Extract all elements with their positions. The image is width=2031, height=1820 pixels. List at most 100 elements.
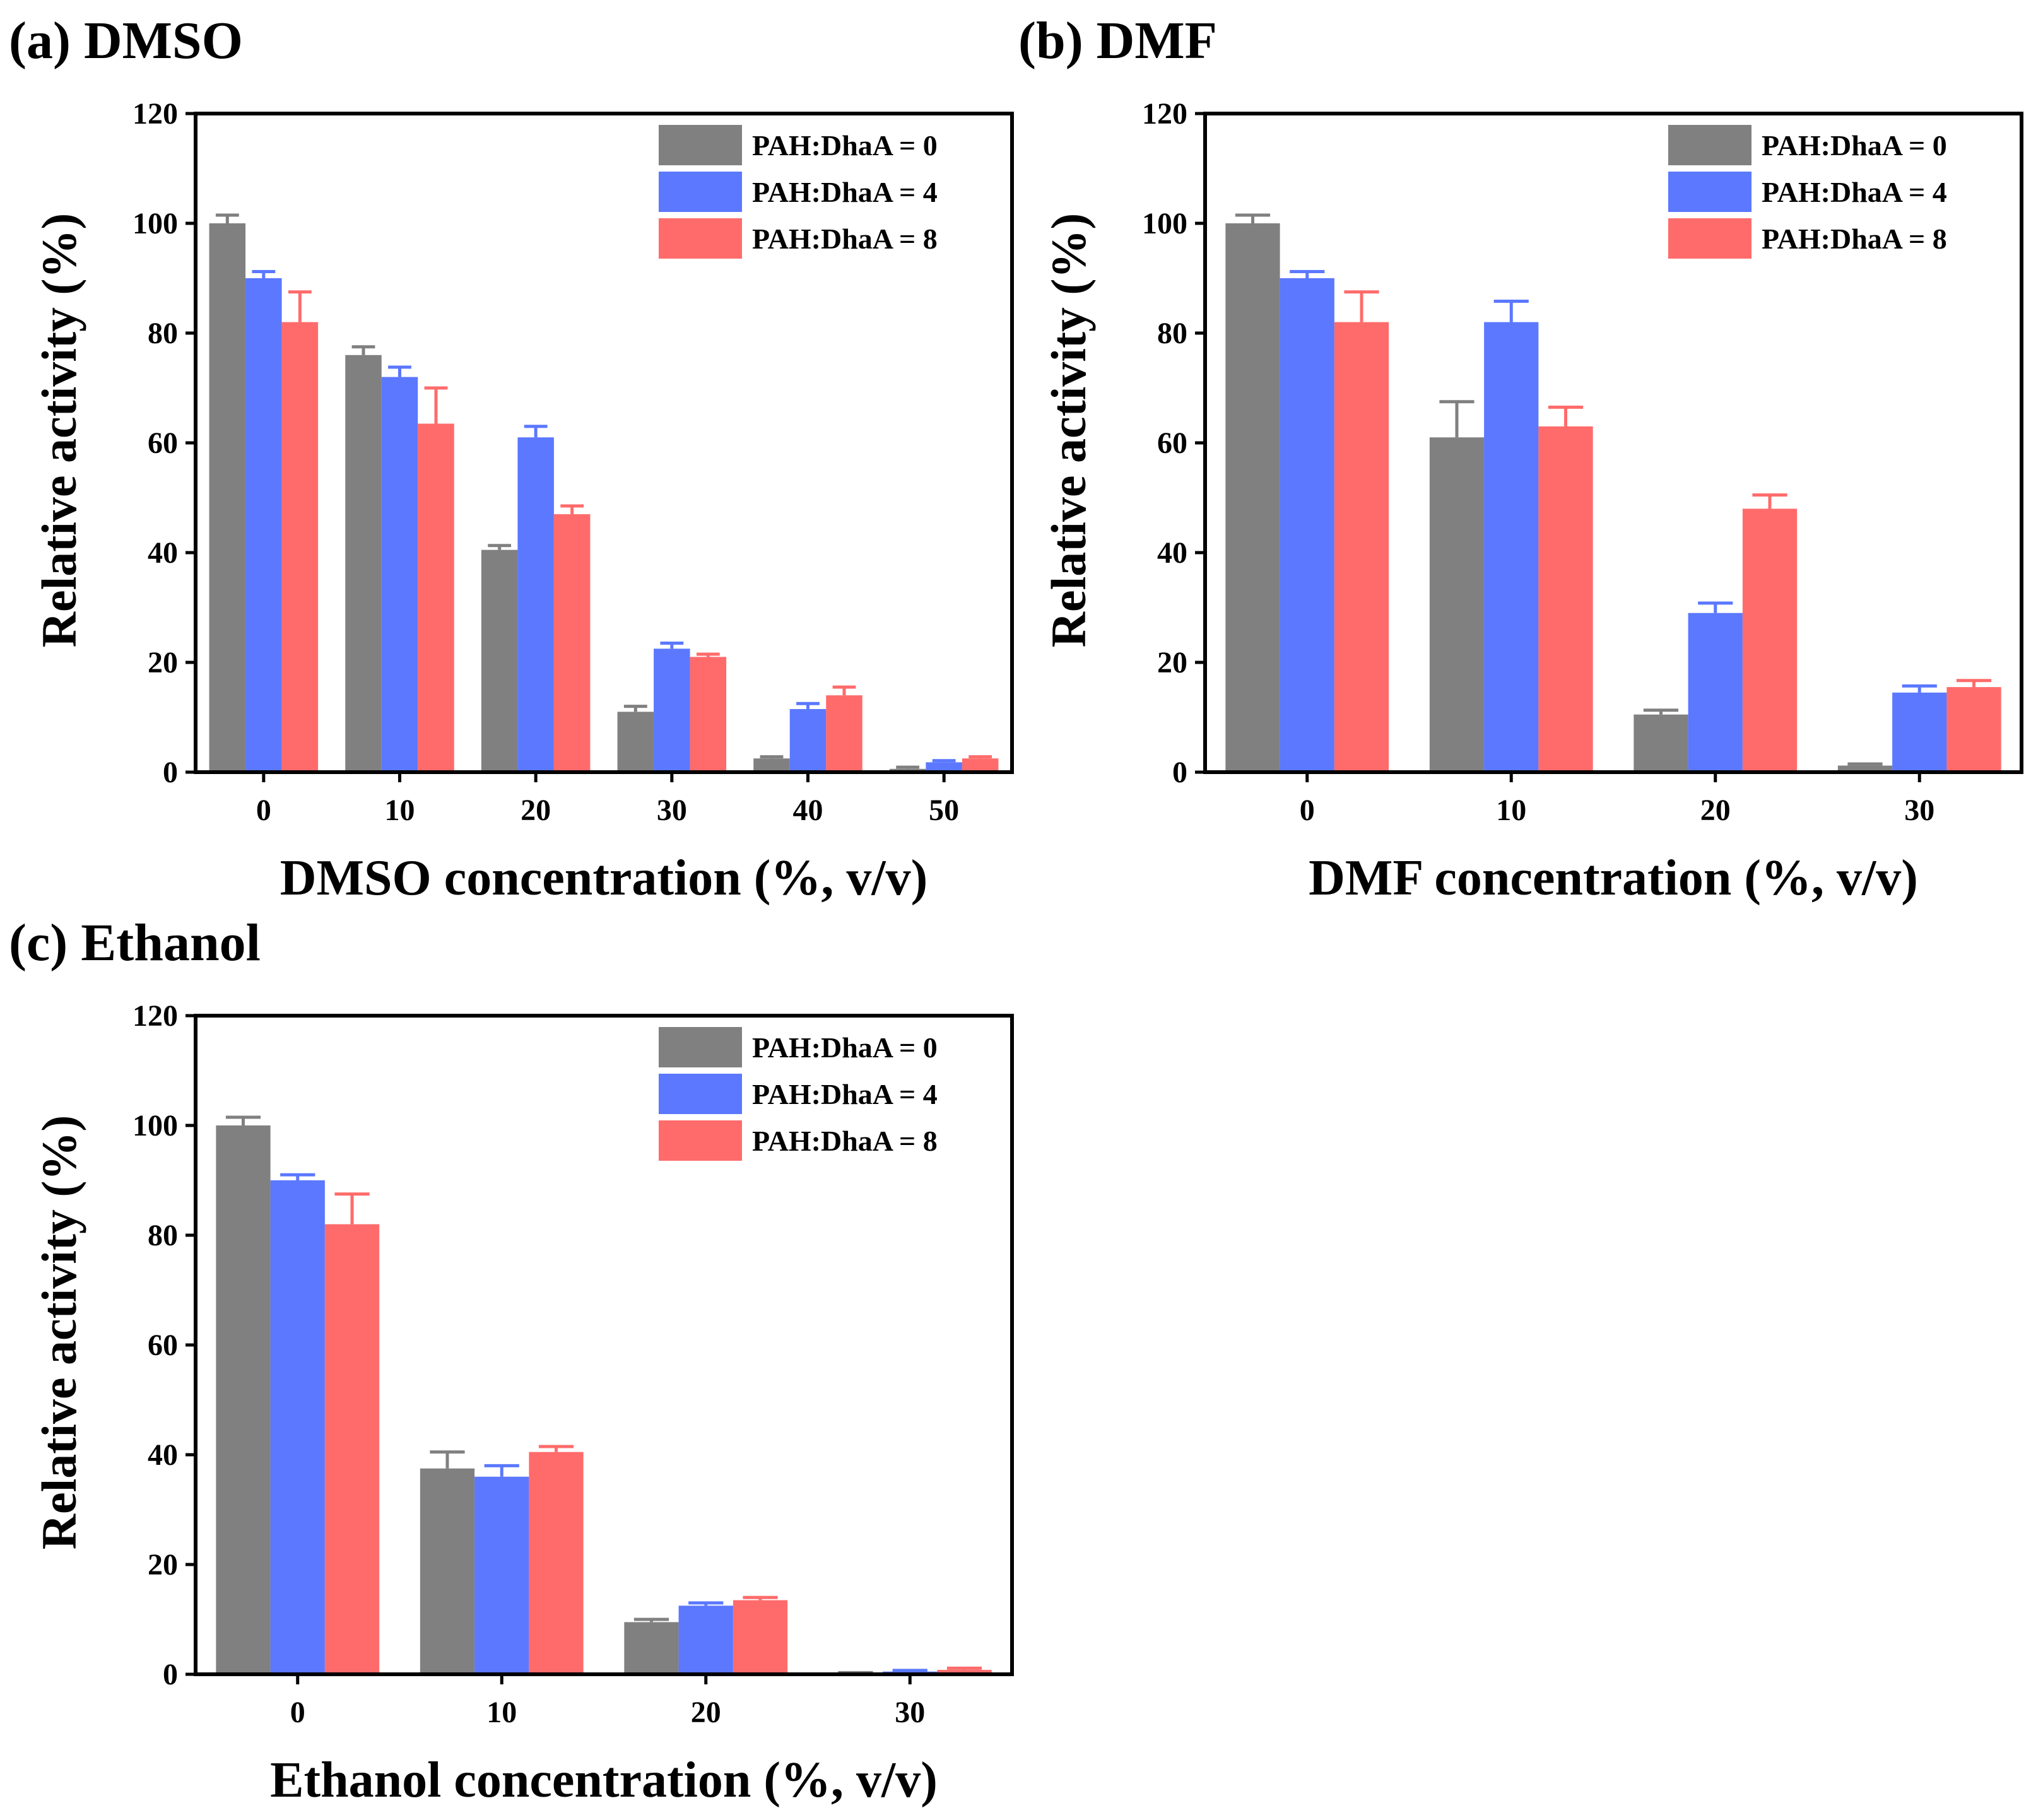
y-tick-label: 40 — [148, 1438, 178, 1472]
x-tick-label: 10 — [1496, 794, 1526, 827]
bar — [553, 514, 591, 772]
panel-label: (a) DMSO — [9, 11, 243, 70]
legend-swatch — [1668, 172, 1751, 212]
x-tick-label: 50 — [929, 794, 959, 827]
bar — [517, 437, 554, 772]
y-tick-label: 20 — [148, 1548, 178, 1582]
x-tick-label: 20 — [521, 794, 551, 827]
y-tick-label: 40 — [148, 536, 178, 570]
x-tick-label: 30 — [657, 794, 687, 827]
y-tick-label: 100 — [1142, 207, 1187, 240]
panel-label: (c) Ethanol — [9, 913, 261, 972]
chart-panel-b: (b) DMF 0 20 40 60 80 100 120 0 10 20 30 DMF concent… — [1018, 11, 2023, 906]
bar — [418, 423, 454, 772]
y-axis-title: Relative activity (%) — [32, 1115, 86, 1550]
x-axis-title: DMSO concentration (%, v/v) — [280, 850, 928, 906]
x-axis-title: DMF concentration (%, v/v) — [1309, 850, 1918, 906]
y-axis-title: Relative activity (%) — [1041, 213, 1096, 648]
legend-label: PAH:DhaA = 8 — [752, 1125, 938, 1157]
bar — [1429, 437, 1485, 772]
legend-swatch — [659, 1120, 742, 1161]
x-tick-label: 40 — [793, 794, 823, 827]
x-tick-label: 0 — [1300, 794, 1315, 827]
y-tick-label: 60 — [1157, 426, 1187, 460]
bar — [245, 278, 282, 772]
bar — [926, 762, 962, 772]
legend-label: PAH:DhaA = 0 — [752, 1031, 938, 1064]
legend-label: PAH:DhaA = 8 — [752, 223, 938, 255]
y-tick-label: 80 — [148, 317, 178, 350]
x-tick-label: 20 — [1700, 794, 1731, 827]
legend-swatch — [659, 1027, 742, 1067]
bar — [690, 657, 727, 772]
bar — [1892, 692, 1947, 772]
legend-swatch — [659, 172, 742, 212]
bar — [1634, 714, 1688, 772]
y-tick-label: 60 — [148, 426, 178, 460]
bar — [1688, 613, 1743, 772]
bar — [733, 1600, 788, 1674]
legend-swatch — [659, 1074, 742, 1114]
legend-label: PAH:DhaA = 0 — [1762, 129, 1947, 161]
bar — [826, 695, 862, 772]
legend-swatch — [1668, 125, 1751, 165]
bar — [962, 758, 999, 772]
legend-label: PAH:DhaA = 0 — [752, 129, 938, 161]
x-tick-label: 30 — [895, 1696, 925, 1729]
legend-swatch — [659, 125, 742, 165]
legend-label: PAH:DhaA = 4 — [752, 1078, 938, 1110]
y-tick-label: 120 — [132, 999, 178, 1033]
bar — [1742, 508, 1798, 772]
bar — [937, 1670, 992, 1674]
bar — [1334, 322, 1389, 773]
x-tick-label: 10 — [385, 794, 415, 827]
legend-label: PAH:DhaA = 8 — [1762, 223, 1947, 255]
bar — [1837, 765, 1893, 772]
y-tick-label: 100 — [132, 207, 178, 240]
x-tick-label: 0 — [290, 1696, 305, 1729]
y-tick-label: 60 — [148, 1329, 178, 1362]
bar — [1946, 687, 2001, 772]
bar — [345, 355, 382, 772]
y-tick-label: 20 — [148, 646, 178, 679]
bar — [474, 1476, 529, 1674]
y-tick-label: 80 — [1157, 317, 1187, 350]
bar — [324, 1224, 380, 1674]
bar — [753, 758, 790, 772]
legend-label: PAH:DhaA = 4 — [752, 176, 938, 208]
bar — [617, 712, 654, 772]
y-tick-label: 0 — [1172, 756, 1187, 789]
x-tick-label: 30 — [1904, 794, 1934, 827]
legend-swatch — [1668, 218, 1751, 259]
y-tick-label: 120 — [1142, 97, 1187, 131]
bar — [678, 1606, 733, 1674]
y-tick-label: 120 — [132, 97, 178, 131]
y-tick-label: 0 — [163, 1658, 178, 1691]
legend-label: PAH:DhaA = 4 — [1762, 176, 1947, 208]
bar — [624, 1622, 679, 1674]
y-tick-label: 100 — [132, 1109, 178, 1142]
bar — [1225, 223, 1280, 772]
legend-swatch — [659, 218, 742, 259]
x-tick-label: 0 — [256, 794, 271, 827]
bar — [1280, 278, 1334, 772]
bar — [420, 1468, 475, 1674]
bar — [654, 649, 690, 772]
x-tick-label: 10 — [486, 1696, 517, 1729]
bar — [1484, 322, 1539, 773]
chart-panel-c: (c) Ethanol 0 20 40 60 80 100 120 0 10 20 30 Ethanol… — [9, 913, 1014, 1808]
y-tick-label: 0 — [163, 756, 178, 789]
bar — [270, 1180, 325, 1674]
y-tick-label: 80 — [148, 1219, 178, 1252]
bar — [281, 322, 319, 773]
bar — [209, 223, 246, 772]
y-axis-title: Relative activity (%) — [32, 213, 86, 648]
x-axis-title: Ethanol concentration (%, v/v) — [270, 1752, 938, 1808]
y-tick-label: 40 — [1157, 536, 1187, 570]
x-tick-label: 20 — [691, 1696, 721, 1729]
bar — [789, 708, 827, 772]
y-tick-label: 20 — [1157, 646, 1187, 679]
